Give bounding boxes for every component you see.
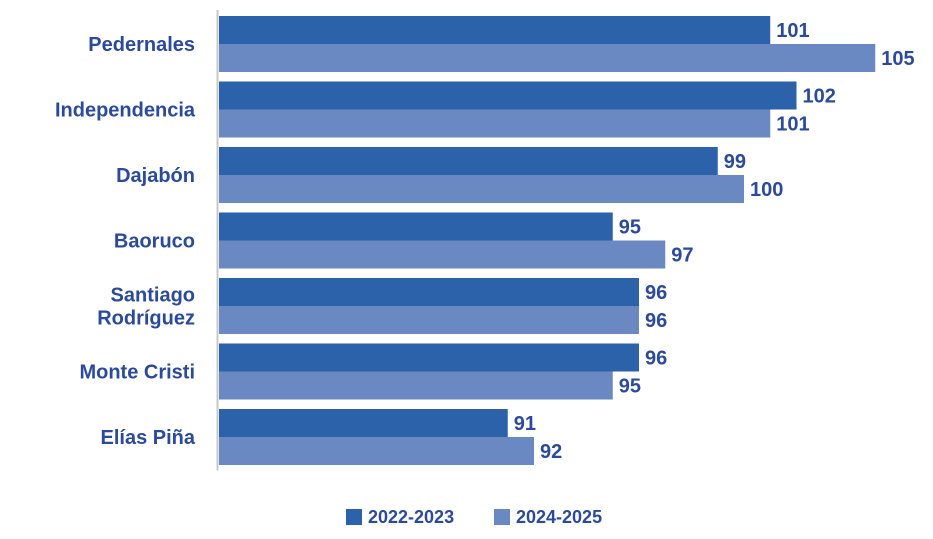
bar-1-4 (219, 306, 639, 334)
bar-0-0 (219, 16, 771, 44)
bar-1-3 (219, 240, 666, 269)
bar-0-6 (219, 409, 508, 437)
legend-swatch-1 (494, 509, 510, 525)
category-label-3: Baoruco (114, 231, 195, 253)
bar-1-1 (219, 109, 771, 138)
legend-label-0: 2022-2023 (368, 507, 454, 527)
value-label-1-6: 92 (540, 441, 562, 463)
bar-0-4 (219, 278, 639, 306)
plot-area: Pedernales 101 105 Independencia 102 101 Dajab… (55, 10, 915, 471)
value-label-0-0: 101 (776, 20, 809, 42)
category-label-line: Rodríguez (97, 308, 195, 330)
value-label-0-2: 99 (724, 151, 746, 173)
bar-1-0 (219, 44, 876, 72)
legend: 2022-2023 2024-2025 (346, 507, 602, 527)
category-label-0: Pedernales (88, 34, 195, 56)
legend-swatch-0 (346, 509, 362, 525)
category-label-line: Santiago (111, 285, 195, 307)
value-label-0-5: 96 (645, 348, 667, 370)
value-label-1-4: 96 (645, 310, 667, 332)
value-label-0-3: 95 (619, 217, 641, 239)
value-label-1-0: 105 (881, 48, 914, 70)
category-label-5: Monte Cristi (79, 362, 195, 384)
category-label-1: Independencia (55, 100, 196, 122)
value-label-0-6: 91 (514, 413, 536, 435)
bar-0-2 (219, 147, 718, 175)
value-label-0-4: 96 (645, 282, 667, 304)
value-label-0-1: 102 (803, 86, 836, 108)
bar-1-5 (219, 371, 613, 400)
value-label-1-5: 95 (619, 376, 641, 398)
value-label-1-3: 97 (671, 245, 693, 267)
bar-1-6 (219, 437, 534, 465)
legend-label-1: 2024-2025 (516, 507, 602, 527)
category-label-4: Santiago Rodríguez (97, 285, 195, 330)
category-label-2: Dajabón (116, 165, 195, 187)
value-label-1-1: 101 (776, 114, 809, 136)
bar-0-1 (219, 81, 797, 110)
bar-0-5 (219, 343, 639, 372)
bar-1-2 (219, 175, 744, 203)
category-label-6: Elías Piña (101, 427, 196, 449)
bar-0-3 (219, 212, 613, 241)
value-label-1-2: 100 (750, 179, 783, 201)
